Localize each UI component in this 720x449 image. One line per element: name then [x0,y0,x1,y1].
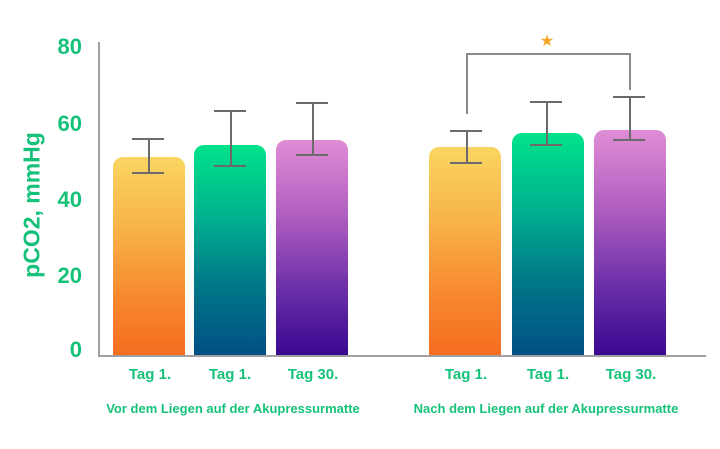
y-tick-0: 0 [69,337,82,362]
y-tick-80: 80 [57,34,82,59]
y-axis [98,42,100,356]
x-tick-label: Tag 1. [526,366,570,383]
group-label-vor: Vor dem Liegen auf der Akupressurmatte [106,401,360,416]
y-tick-60: 60 [57,111,82,136]
x-tick-label: Tag 1. [208,366,252,383]
group-label-nach: Nach dem Liegen auf der Akupressurmatte [413,401,679,416]
x-tick-label: Tag 1. [444,366,488,383]
x-axis [98,355,706,357]
bar-nach-tag1-a [429,147,501,355]
x-tick-label: Tag 30. [287,366,339,383]
x-tick-label: Tag 1. [128,366,172,383]
bar-vor-tag30 [276,140,348,355]
y-tick-20: 20 [57,263,82,288]
y-axis-label: pCO2, mmHg [18,132,45,278]
bar-vor-tag1-b [194,145,266,355]
bar-vor-tag1-a [113,157,185,355]
bar-nach-tag30 [594,130,666,355]
y-tick-40: 40 [57,187,82,212]
significance-star-icon: ★ [539,33,555,50]
bar-nach-tag1-b [512,133,584,355]
x-tick-label: Tag 30. [605,366,657,383]
